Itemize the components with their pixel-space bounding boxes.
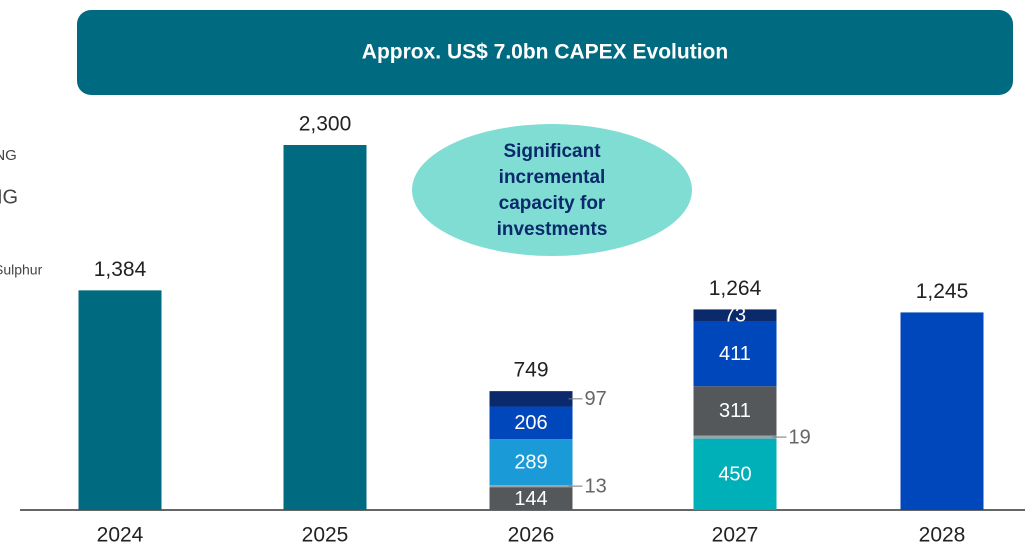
bar-segment xyxy=(489,391,573,407)
bar-segment xyxy=(693,386,777,436)
x-tick-label: 2024 xyxy=(97,524,144,547)
callout-text: incremental xyxy=(499,167,606,188)
callout-text: Significant xyxy=(503,141,601,162)
total-label: 1,384 xyxy=(94,258,147,281)
chart-title: Approx. US$ 7.0bn CAPEX Evolution xyxy=(362,41,728,64)
total-label: 1,264 xyxy=(709,277,762,300)
x-tick-label: 2027 xyxy=(712,524,759,547)
bar-segment xyxy=(693,320,777,387)
value-label: 97 xyxy=(585,388,607,410)
total-label: 749 xyxy=(513,359,548,382)
bar-segment xyxy=(900,312,984,510)
value-label: 73 xyxy=(724,304,746,326)
value-label: 311 xyxy=(719,400,751,422)
bar-segment xyxy=(489,406,573,440)
bar-segment xyxy=(489,487,573,510)
value-label: 144 xyxy=(514,488,547,510)
value-label: 411 xyxy=(719,343,751,365)
bar-segment xyxy=(283,145,367,510)
bar-segment xyxy=(489,485,573,488)
legend-label: Sulphur xyxy=(0,262,43,278)
bar-segment xyxy=(693,309,777,321)
x-tick-label: 2028 xyxy=(919,524,966,547)
value-label: 19 xyxy=(789,426,811,448)
bar-segment xyxy=(693,435,777,439)
total-label: 1,245 xyxy=(916,280,969,303)
value-label: 13 xyxy=(585,475,607,497)
title-box xyxy=(77,10,1013,95)
bar-segment xyxy=(693,438,777,510)
callout-text: capacity for xyxy=(499,193,606,214)
callout-text: investments xyxy=(497,219,608,240)
legend-label: LNG xyxy=(0,147,17,164)
bar-segment xyxy=(489,439,573,486)
callout-bubble xyxy=(412,124,692,256)
bar-segment xyxy=(78,290,162,510)
value-label: 206 xyxy=(514,412,547,434)
value-label: 450 xyxy=(718,464,751,486)
value-label: 289 xyxy=(514,451,547,473)
x-tick-label: 2026 xyxy=(508,524,555,547)
legend-label: NG xyxy=(0,186,18,208)
total-label: 2,300 xyxy=(299,113,352,136)
x-tick-label: 2025 xyxy=(302,524,349,547)
